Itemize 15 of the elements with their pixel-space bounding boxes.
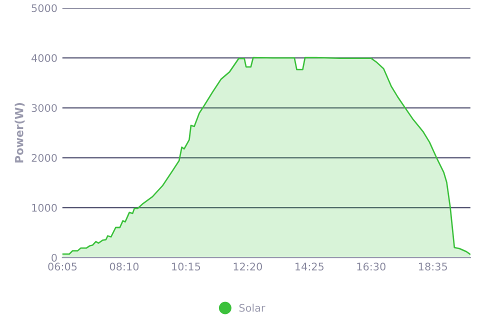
y-tick-label: 0	[52, 254, 57, 262]
x-tick-label: 16:30	[357, 262, 386, 271]
y-tick-label: 3000	[32, 104, 57, 112]
x-tick-label: 10:15	[172, 262, 200, 271]
x-tick-label: 12:20	[234, 262, 262, 271]
y-tick-label: 2000	[32, 154, 57, 162]
x-tick-label: 14:25	[296, 262, 324, 271]
legend-label: Solar	[239, 304, 266, 312]
y-tick-label: 1000	[32, 204, 57, 212]
x-tick-label: 18:35	[419, 262, 447, 271]
y-axis-title: Power(W)	[14, 103, 25, 163]
y-tick-label: 5000	[32, 4, 57, 12]
x-tick-label: 06:05	[48, 262, 77, 271]
y-tick-label: 4000	[32, 54, 57, 62]
x-tick-label: 08:10	[110, 262, 139, 271]
